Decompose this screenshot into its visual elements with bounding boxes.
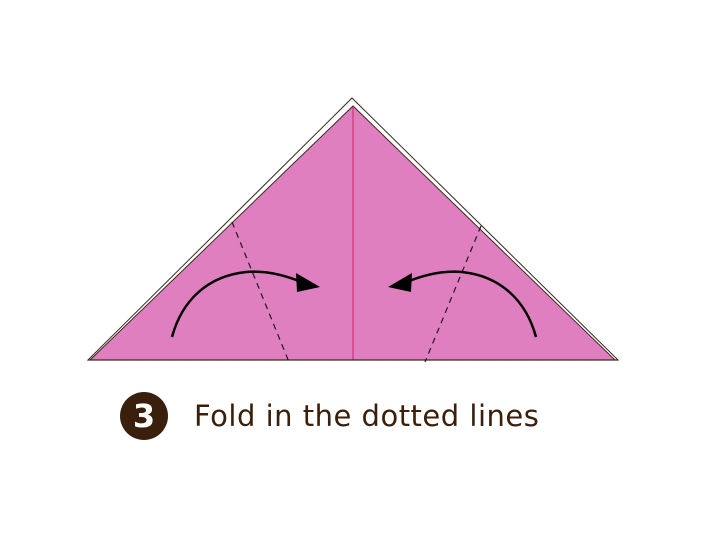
left-arrowhead xyxy=(296,273,320,292)
right-arrowhead xyxy=(388,273,412,292)
curved-arrow-right-icon xyxy=(170,270,307,338)
left-dotted-fold-line xyxy=(231,221,290,363)
right-dotted-fold-line xyxy=(424,225,482,363)
step-caption: 3 Fold in the dotted lines xyxy=(120,392,539,440)
step-instruction: Fold in the dotted lines xyxy=(194,399,540,433)
curved-arrow-left-icon xyxy=(401,270,538,338)
step-number-badge: 3 xyxy=(120,392,168,440)
step-number: 3 xyxy=(132,397,156,435)
